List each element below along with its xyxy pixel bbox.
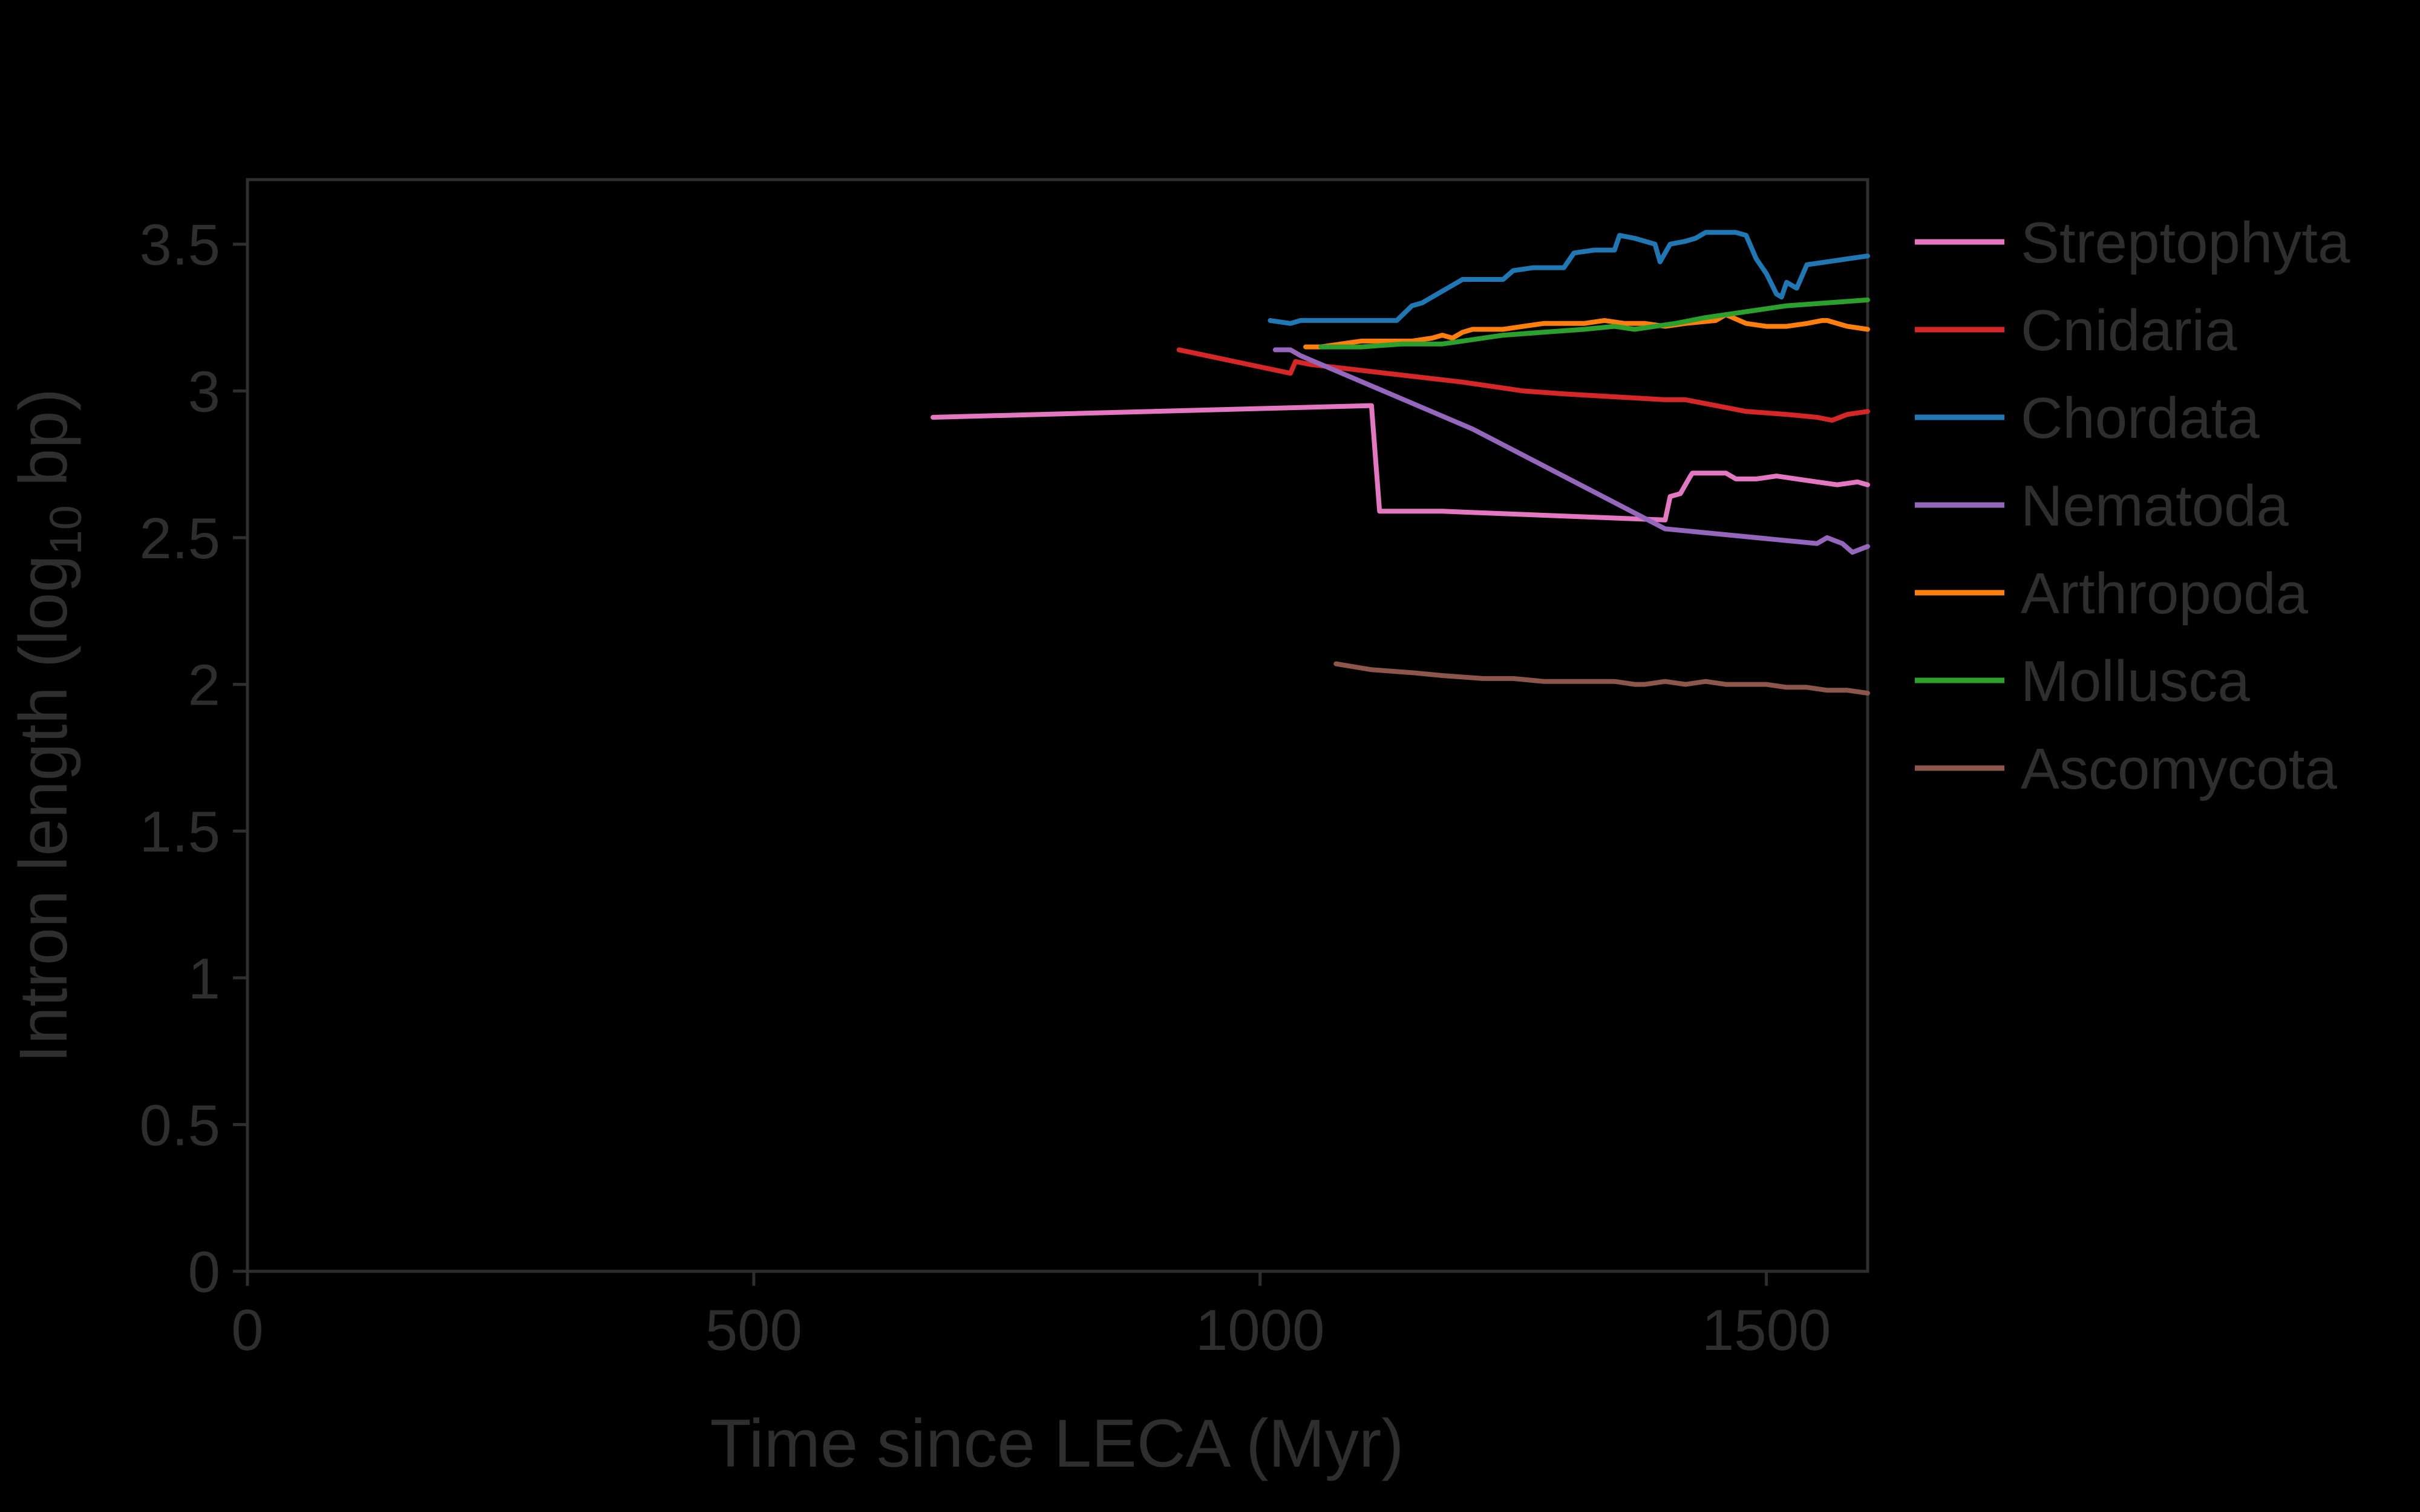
y-axis-title-tail: bp) [5, 388, 81, 505]
legend: Streptophyta Cnidaria Chordata Nematoda Arth… [1915, 210, 2350, 801]
legend-label-arthropoda: Arthropoda [2021, 561, 2309, 626]
legend-label-ascomycota: Ascomycota [2021, 737, 2337, 801]
series-line-mollusca [1318, 297, 1870, 350]
y-tick-label: 0 [188, 1240, 220, 1305]
x-tick-label: 0 [231, 1298, 263, 1363]
x-tick-label: 500 [705, 1298, 802, 1363]
y-tick-label: 2.5 [140, 506, 220, 571]
y-tick-label: 1.5 [140, 800, 220, 864]
series-line-arthropoda [1303, 312, 1870, 350]
y-axis-title: Intron length (log10 bp) [5, 388, 91, 1063]
y-tick-label: 1 [188, 947, 220, 1011]
y-tick-label: 0.5 [140, 1093, 220, 1158]
series-line-nematoda [1272, 347, 1870, 555]
axes-layer: 0 0.5 1 1.5 2 2.5 3 3.5 0 500 1000 1500 [140, 213, 1831, 1363]
x-axis-title: Time since LECA (Myr) [710, 1406, 1404, 1481]
y-tick-label: 3.5 [140, 213, 220, 278]
x-tick-label: 1000 [1195, 1298, 1325, 1363]
series-line-streptophyta [930, 403, 1870, 523]
y-tick-label: 2 [188, 653, 220, 718]
series-line-cnidaria [1176, 347, 1870, 423]
series-layer [930, 230, 1870, 696]
series-line-ascomycota [1333, 661, 1870, 696]
legend-label-chordata: Chordata [2021, 386, 2260, 451]
y-axis-title-subscript: 10 [41, 505, 91, 555]
legend-label-nematoda: Nematoda [2021, 474, 2289, 538]
plot-area [246, 178, 1869, 1273]
legend-label-streptophyta: Streptophyta [2021, 210, 2350, 275]
y-tick-label: 3 [188, 359, 220, 424]
legend-label-cnidaria: Cnidaria [2021, 298, 2237, 363]
x-tick-label: 1500 [1702, 1298, 1831, 1363]
series-line-chordata [1267, 230, 1870, 326]
legend-label-mollusca: Mollusca [2021, 649, 2250, 714]
